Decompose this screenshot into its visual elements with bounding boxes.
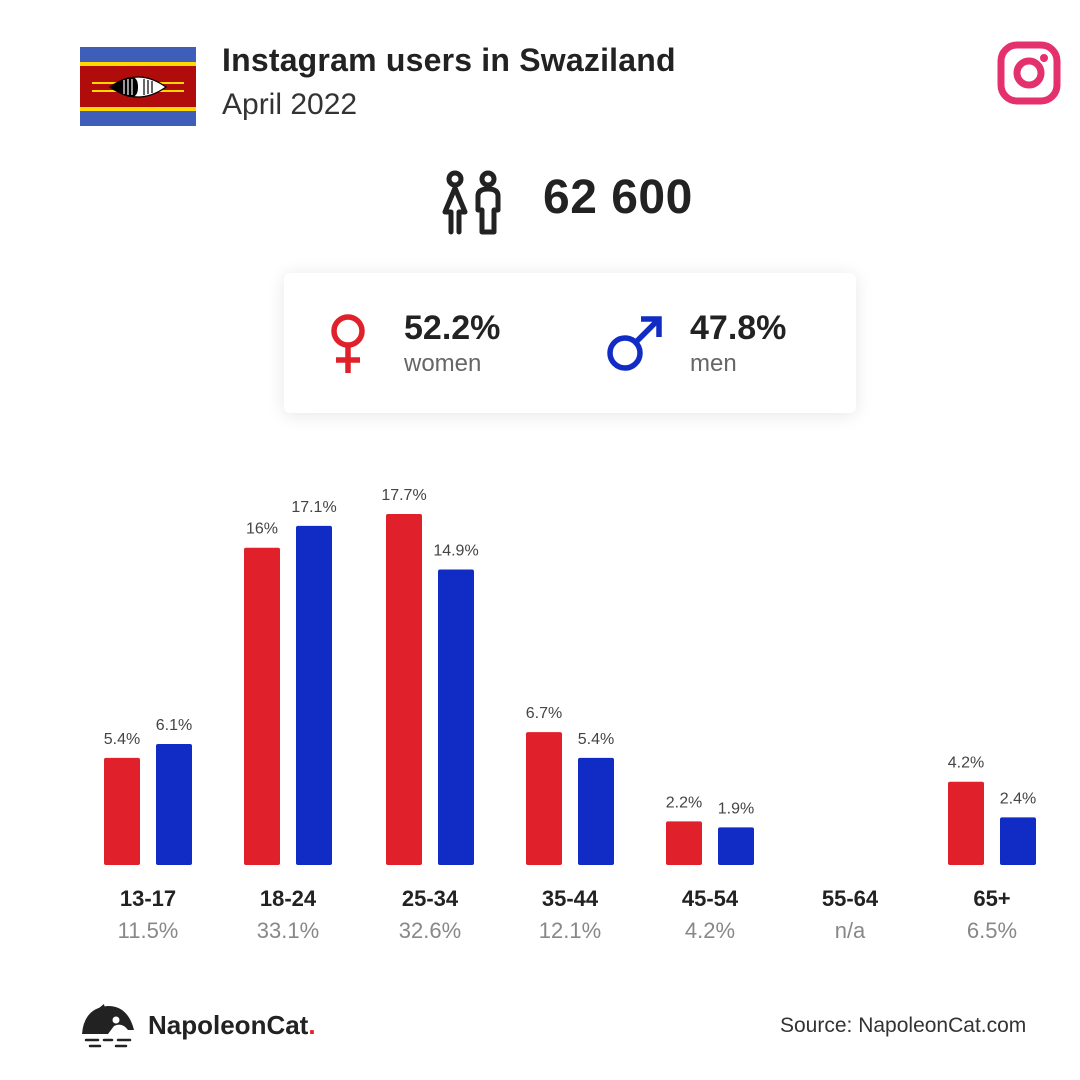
brand-text: NapoleonCat [148,1010,309,1040]
category-label: 18-24 [260,886,317,911]
men-percentage: 47.8% [690,309,787,347]
bar-45-54-series-1 [718,827,754,865]
bar-value-label: 4.2% [948,755,984,772]
source-text: Source: NapoleonCat.com [780,1014,1027,1037]
bar-value-label: 17.7% [381,487,426,504]
women-label: women [404,350,482,377]
bar-value-label: 6.1% [156,717,192,734]
category-label: 65+ [973,886,1010,911]
bar-value-label: 5.4% [104,731,140,748]
bar-value-label: 17.1% [291,499,336,516]
bar-value-label: 5.4% [578,731,614,748]
napoleoncat-logo-icon [82,1004,134,1048]
category-label: 55-64 [822,886,879,911]
women-percentage: 52.2% [404,309,501,347]
bar-35-44-series-0 [526,732,562,865]
bar-45-54-series-0 [666,821,702,865]
bar-value-label: 2.4% [1000,790,1036,807]
bar-value-label: 2.2% [666,794,702,811]
bar-13-17-series-1 [156,744,192,865]
brand-name: NapoleonCat. [148,1010,316,1041]
bar-value-label: 16% [246,521,278,538]
category-label: 35-44 [542,886,599,911]
bar-13-17-series-0 [104,757,140,865]
age-gender-bar-chart: 5.4% 6.1% 13-17 11.5% 16% 17.1% 18-24 33.1% 17.7… [104,487,1036,943]
category-total: 4.2% [685,918,735,943]
instagram-icon [997,41,1061,105]
category-total: 11.5% [118,918,179,943]
brand-dot: . [308,1010,316,1040]
bar-25-34-series-1 [438,569,474,865]
category-label: 13-17 [120,886,176,911]
category-total: 12.1% [539,918,601,943]
page-subtitle: April 2022 [222,88,358,121]
bar-value-label: 14.9% [433,543,478,560]
bar-35-44-series-1 [578,757,614,865]
bar-65+-series-0 [948,781,984,865]
category-total: 33.1% [257,918,319,943]
swaziland-flag-icon [80,47,196,126]
users-icon [442,170,501,235]
category-label: 25-34 [402,886,459,911]
men-label: men [690,350,737,377]
category-total: 6.5% [967,918,1017,943]
bar-18-24-series-1 [296,525,332,865]
category-total: n/a [835,918,866,943]
category-total: 32.6% [399,918,461,943]
bar-65+-series-1 [1000,817,1036,865]
female-icon [331,314,365,373]
bar-25-34-series-0 [386,514,422,865]
category-label: 45-54 [682,886,739,911]
bar-value-label: 1.9% [718,800,754,817]
bar-value-label: 6.7% [526,705,562,722]
total-users: 62 600 [543,171,693,224]
male-icon [607,316,662,371]
page-title: Instagram users in Swaziland [222,42,676,78]
gender-card [284,273,856,413]
bar-18-24-series-0 [244,547,280,865]
